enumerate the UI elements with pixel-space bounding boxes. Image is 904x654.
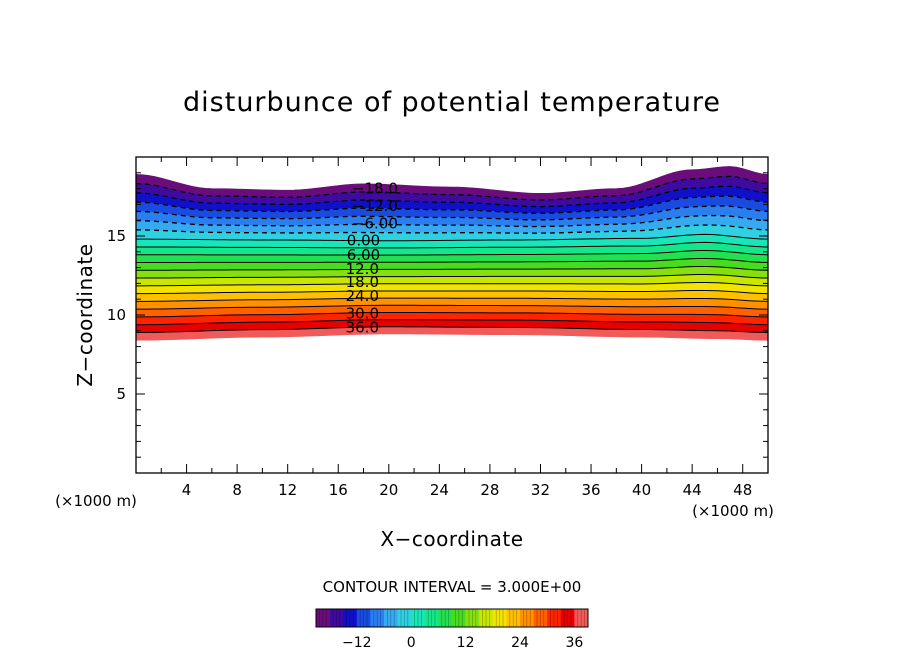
colorbar-swatch [560, 609, 575, 627]
contour-line [136, 249, 768, 256]
contour-interval-note: CONTOUR INTERVAL = 3.000E+00 [323, 578, 582, 596]
y-tick-label: 15 [107, 227, 126, 245]
contour-line [136, 185, 768, 208]
contour-line [136, 311, 768, 318]
x-tick-label: 36 [581, 481, 600, 499]
colorbar-tick-label: 24 [511, 635, 529, 651]
y-axis: 5 10 15 [107, 172, 768, 458]
x-tick-label: 20 [379, 481, 398, 499]
contour-lines [136, 175, 768, 333]
colorbar-swatch [547, 609, 562, 627]
x-tick-label: 44 [683, 481, 702, 499]
colorbar-swatch [479, 609, 494, 627]
contour-line [136, 304, 768, 310]
contour-line [136, 175, 768, 201]
x-tick-label: 32 [531, 481, 550, 499]
colorbar-swatch [465, 609, 480, 627]
x-tick-label: 40 [632, 481, 651, 499]
colorbar-swatch [438, 609, 453, 627]
colorbar-frame [315, 608, 589, 628]
y-tick-label: 5 [116, 385, 126, 403]
x-tick-label: 28 [480, 481, 499, 499]
x-tick-label: 8 [232, 481, 242, 499]
x-tick-label: 48 [733, 481, 752, 499]
x-axis-title: X−coordinate [380, 527, 523, 551]
contour-label: −18.0 [352, 180, 398, 198]
contour-line [136, 273, 768, 279]
colorbar-tick-label: −12 [342, 635, 372, 651]
x-tick-label: 12 [278, 481, 297, 499]
contour-label: 6.00 [347, 246, 380, 264]
x-axis-unit: (×1000 m) [692, 502, 774, 520]
contour-line [136, 257, 768, 263]
colorbar-swatch [397, 609, 412, 627]
y-tick-label: 10 [107, 306, 126, 324]
colorbar-swatch [343, 609, 358, 627]
colorbar-swatch [411, 609, 426, 627]
colorbar-swatch [506, 609, 521, 627]
colorbar: −12 0 12 24 36 [315, 608, 589, 651]
contour-line [136, 241, 768, 249]
colorbar-tick-label: 0 [407, 635, 416, 651]
contour-label: 18.0 [346, 273, 379, 291]
colorbar-swatch [520, 609, 534, 627]
colorbar-swatch [452, 609, 466, 627]
contour-label: 0.00 [347, 232, 380, 250]
colorbar-swatch [574, 609, 589, 627]
colorbar-swatch [316, 609, 330, 627]
contour-line [136, 289, 768, 295]
colorbar-swatch [384, 609, 398, 627]
chart-title: disturbunce of potential temperature [183, 87, 721, 118]
contour-label: 24.0 [346, 287, 379, 305]
contour-line [136, 265, 768, 271]
x-tick-label: 24 [430, 481, 449, 499]
colorbar-swatch [533, 609, 548, 627]
contour-label: 12.0 [346, 260, 379, 278]
contour-line [136, 233, 768, 242]
contour-label: 36.0 [346, 319, 379, 337]
y-axis-unit: (×1000 m) [55, 492, 137, 510]
y-axis-title: Z−coordinate [73, 243, 97, 386]
colorbar-swatch [329, 609, 344, 627]
x-tick-label: 16 [329, 481, 348, 499]
contour-line [136, 224, 768, 234]
contour-line [136, 326, 768, 333]
contour-line [136, 281, 768, 287]
x-axis: 4 8 12 16 20 24 28 32 36 40 44 48 [160, 157, 769, 499]
contour-line [136, 195, 768, 214]
x-tick-label: 4 [182, 481, 192, 499]
contour-line [136, 205, 768, 221]
colorbar-swatch [370, 609, 385, 627]
contour-line [136, 297, 768, 302]
colorbar-tick-label: 36 [565, 635, 583, 651]
contour-label: 30.0 [346, 304, 379, 322]
colorbar-swatch [356, 609, 371, 627]
contour-label: −12.0 [352, 197, 398, 215]
colorbar-tick-label: 12 [457, 635, 475, 651]
contour-line [136, 214, 768, 228]
contour-labels: −18.0−12.0−6.000.006.0012.018.024.030.03… [346, 180, 398, 337]
contour-line [136, 319, 768, 326]
contour-label: −6.00 [352, 214, 398, 232]
colorbar-swatch [492, 609, 507, 627]
colorbar-swatch [424, 609, 439, 627]
